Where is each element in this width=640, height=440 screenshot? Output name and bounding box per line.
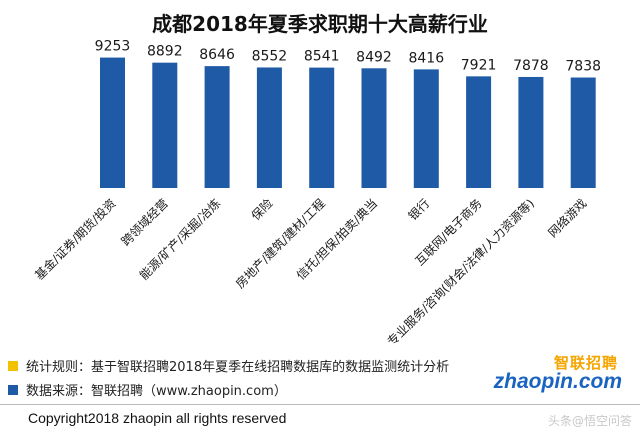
- zhaopin-logo: 智联招聘 zhaopin.com: [478, 352, 628, 396]
- blue-legend-square: [8, 384, 18, 395]
- category-label: 基金/证券/期货/投资: [32, 196, 119, 283]
- category-label: 跨领域经营: [119, 196, 171, 248]
- bar-4: [256, 67, 282, 188]
- bar-6: [361, 68, 387, 188]
- stat-rule-note: 统计规则：基于智联招聘2018年夏季在线招聘数据库的数据监测统计分析: [8, 356, 449, 375]
- bar-value-label: 7921: [461, 57, 497, 73]
- copyright-text: Copyright2018 zhaopin all rights reserve…: [28, 410, 287, 426]
- bar-value-label: 7838: [565, 59, 601, 75]
- bar-8: [466, 76, 492, 188]
- bar-1: [100, 57, 125, 188]
- bar-3: [204, 66, 230, 188]
- category-label: 网络游戏: [545, 196, 590, 241]
- bar-7: [413, 69, 439, 188]
- category-label: 银行: [406, 196, 433, 223]
- bar-value-label: 7878: [513, 58, 549, 74]
- logo-chinese-text: 智联招聘: [553, 354, 618, 372]
- bar-value-label: 8552: [252, 48, 288, 64]
- bar-value-label: 9253: [95, 39, 131, 55]
- bar-value-label: 8646: [199, 47, 235, 63]
- bar-2: [152, 62, 178, 188]
- footer-divider: [0, 404, 640, 405]
- stat-rule-text: 统计规则：基于智联招聘2018年夏季在线招聘数据库的数据监测统计分析: [26, 360, 450, 375]
- bar-value-label: 8492: [356, 49, 392, 65]
- category-label: 保险: [248, 196, 276, 224]
- logo-domain-text: zhaopin.com: [493, 370, 622, 393]
- bar-5: [309, 67, 335, 188]
- data-source-text: 数据来源：智联招聘（www.zhaopin.com）: [26, 384, 287, 399]
- bar-value-label: 8892: [147, 44, 183, 60]
- category-label: 房地产/建筑/建材/工程: [232, 196, 328, 292]
- chart-title: 成都2018年夏季求职期十大高薪行业: [152, 12, 488, 36]
- data-source-note: 数据来源：智联招聘（www.zhaopin.com）: [8, 380, 287, 399]
- bar-9: [518, 76, 544, 188]
- watermark-text: 头条@悟空问答: [547, 414, 632, 428]
- bar-value-label: 8541: [304, 49, 340, 65]
- yellow-legend-square: [8, 360, 18, 371]
- bar-10: [570, 77, 596, 188]
- bar-value-label: 8416: [408, 50, 444, 66]
